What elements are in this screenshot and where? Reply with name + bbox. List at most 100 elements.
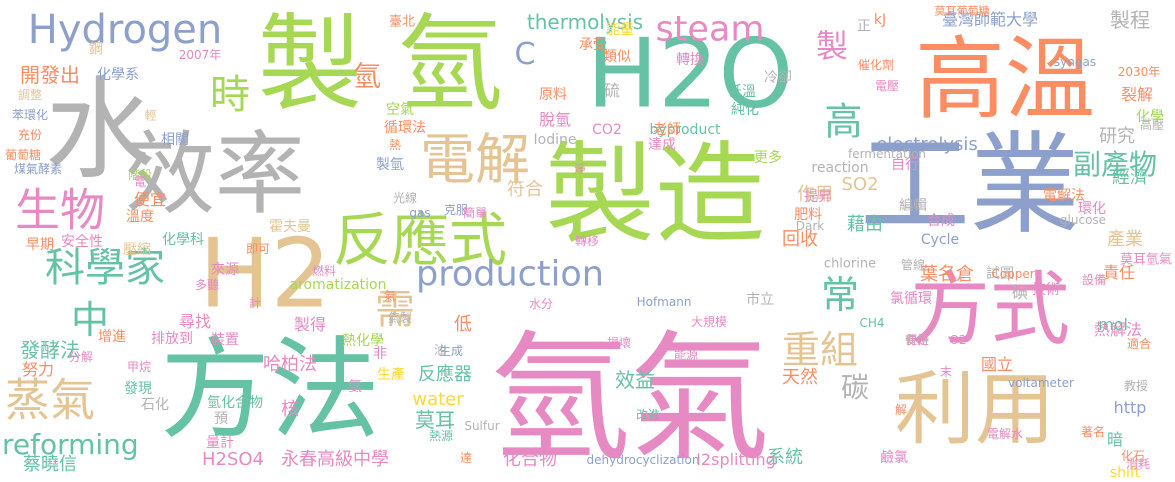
word-cloud-term: 循環法 <box>384 120 426 136</box>
word-cloud-term: chlorine <box>823 256 877 272</box>
word-cloud-term: 發現 <box>124 381 152 397</box>
word-cloud-term: 發酵法 <box>20 338 80 362</box>
word-cloud-term: 電壓 <box>874 79 900 93</box>
word-cloud-term: 系統 <box>767 447 803 468</box>
word-cloud-term: 工業 <box>860 121 1080 249</box>
word-cloud-term: fermentation <box>847 147 927 161</box>
word-cloud-term: 產業 <box>1107 229 1143 250</box>
word-cloud-term: 脫氫 <box>538 110 572 129</box>
word-cloud-term: C <box>514 37 536 72</box>
word-cloud-term: Sulfur <box>464 419 500 433</box>
word-cloud-term: 製程 <box>1110 8 1150 32</box>
word-cloud-term: 合成 <box>927 213 955 229</box>
word-cloud-term: 增進 <box>98 329 126 345</box>
word-cloud-term: 製造 <box>545 131 765 259</box>
word-cloud-term: 化合物 <box>503 449 557 470</box>
word-cloud-term: 氣 <box>383 289 397 303</box>
word-cloud-term: 設備 <box>1081 273 1107 287</box>
word-cloud-term: 科學家 <box>45 245 165 291</box>
word-cloud-term: 溫度 <box>126 209 154 225</box>
word-cloud-term: 轉移 <box>574 234 600 248</box>
word-cloud-term: syngas <box>1053 55 1097 69</box>
word-cloud-term: 熱解法 <box>1093 320 1143 339</box>
word-cloud-term: 碘 <box>1011 283 1029 302</box>
word-cloud-term: 石化 <box>141 397 169 413</box>
word-cloud-term: 提昇 <box>804 189 832 205</box>
word-cloud-term: 高溫 <box>915 27 1095 132</box>
word-cloud-term: Copper <box>991 267 1035 281</box>
word-cloud-term: 甲烷 <box>126 360 152 374</box>
word-cloud-term: 化學 <box>1136 109 1164 125</box>
word-cloud-term: 暗 <box>1106 430 1124 449</box>
word-cloud-term: 鋼 <box>87 41 103 55</box>
word-cloud-term: 裝置 <box>211 332 239 348</box>
word-cloud-term: 莫耳氫氣 <box>1119 252 1173 268</box>
word-cloud-term: steam <box>655 9 765 50</box>
word-cloud-term: 莫耳葡萄糖 <box>934 4 990 18</box>
word-cloud-term: shift <box>1109 465 1141 481</box>
word-cloud-term: 能源 <box>673 348 699 362</box>
word-cloud-term: 天然 <box>782 367 818 388</box>
word-cloud-term: 製得 <box>293 315 327 334</box>
word-cloud-term: 副產物 <box>1072 148 1158 181</box>
word-cloud-term: 編輯 <box>899 198 927 214</box>
word-cloud-term: 多聽 <box>194 278 220 292</box>
word-cloud-term: water <box>412 389 464 410</box>
word-cloud-term: 煤氣酵素 <box>13 162 63 176</box>
word-cloud-term: thermolysis <box>526 10 644 34</box>
word-cloud-term: 燃料 <box>311 264 337 278</box>
word-cloud-term: 化石 <box>1120 449 1146 463</box>
word-cloud-term: 2007年 <box>178 48 222 62</box>
word-cloud-term: reforming <box>2 428 139 461</box>
word-cloud-term: 核 <box>281 399 299 420</box>
word-cloud-term: 承受 <box>579 37 607 53</box>
word-cloud-term: 市立 <box>746 292 774 308</box>
word-cloud-term: 利用 <box>895 363 1055 456</box>
word-cloud-term: H2O <box>586 19 794 130</box>
word-cloud-term: 國立 <box>980 355 1014 374</box>
word-cloud-term: dehydrocyclization <box>586 453 700 467</box>
word-cloud-term: Cycle <box>920 232 960 248</box>
word-cloud-term: 葉名倉 <box>920 264 974 285</box>
word-cloud-term: 經濟 <box>1112 167 1148 188</box>
word-cloud-term: 氫 <box>397 3 503 126</box>
word-cloud-term: mol <box>1098 315 1128 334</box>
word-cloud-term: 製 <box>811 29 849 61</box>
word-cloud-term: 安全性 <box>61 234 103 250</box>
word-cloud-term: Iodine <box>533 132 577 148</box>
word-cloud-term: 硫 <box>601 82 620 98</box>
word-cloud-term: SO2 <box>841 174 879 195</box>
word-cloud-term: 氫化合物 <box>207 395 263 411</box>
word-cloud-term: I2splitting <box>696 450 776 469</box>
word-cloud-term: 常 <box>820 273 860 317</box>
word-cloud-term: 適合 <box>1126 337 1152 351</box>
word-cloud-term: 研究 <box>1099 126 1135 147</box>
word-cloud-term: 製 <box>257 3 363 126</box>
word-cloud-term: 作用 <box>797 184 833 205</box>
word-cloud-term: 階段 <box>127 168 153 182</box>
word-cloud-term: 生產 <box>377 367 405 383</box>
word-cloud-term: 便是 <box>904 333 930 347</box>
word-cloud-term: Dark <box>795 219 825 233</box>
word-cloud-term: 莫耳 <box>415 408 455 432</box>
word-cloud-term: 輕 <box>143 109 157 121</box>
word-cloud-term: 需 <box>375 287 415 333</box>
word-cloud-term: 生成 <box>438 344 464 358</box>
word-cloud-term: 方法 <box>160 326 380 454</box>
word-cloud-term: 尋找 <box>178 312 212 331</box>
word-cloud-term: 便宜 <box>133 190 167 209</box>
word-cloud-term: 油 <box>433 343 447 357</box>
word-cloud-term: 開發出 <box>20 63 80 87</box>
word-cloud-term: 電解水 <box>986 427 1024 441</box>
word-cloud-term: CO2 <box>592 122 622 138</box>
word-cloud-term: 調整 <box>17 88 43 102</box>
word-cloud-term: 方式 <box>910 263 1070 356</box>
word-cloud-term: 早期 <box>26 237 54 253</box>
word-cloud-term: Hofmann <box>636 295 692 309</box>
word-cloud-term: 水分 <box>528 297 554 311</box>
word-cloud-term: 淨 <box>573 162 587 176</box>
word-cloud-term: 化學科 <box>162 232 204 248</box>
word-cloud-term: 有待 <box>904 333 930 347</box>
word-cloud-term: kJ <box>873 12 887 28</box>
